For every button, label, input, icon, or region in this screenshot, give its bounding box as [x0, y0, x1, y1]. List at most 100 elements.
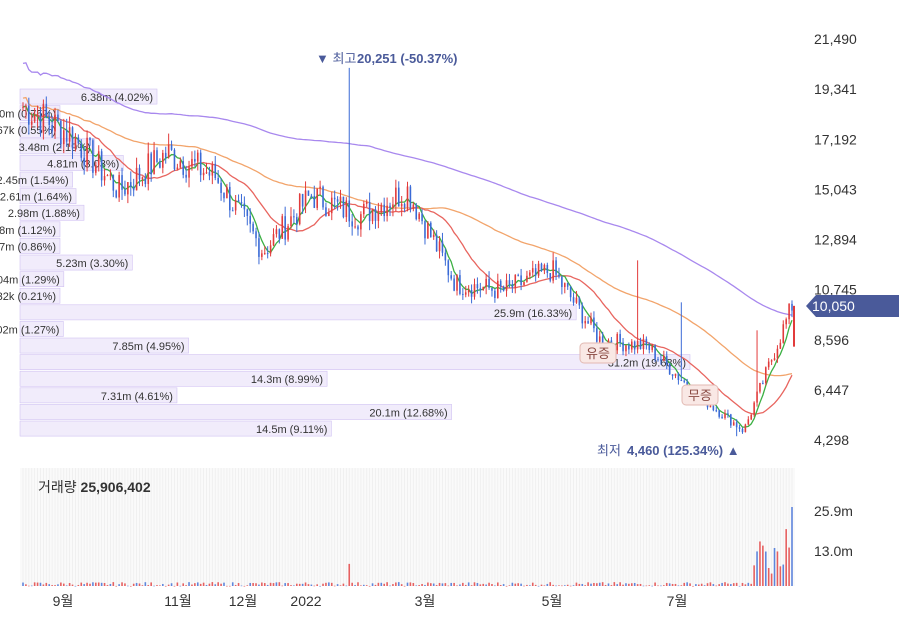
candle-body — [83, 157, 85, 166]
volume-profile-label: 2.04m (1.29%) — [0, 275, 60, 287]
candle-body — [782, 324, 785, 343]
volume-bar — [435, 585, 438, 586]
candle-body — [48, 116, 51, 126]
candle-body — [511, 284, 514, 288]
volume-bar — [601, 582, 604, 586]
candle-body — [578, 297, 581, 306]
volume-bar — [456, 585, 458, 587]
candle-body — [60, 120, 62, 145]
volume-bar — [502, 584, 505, 586]
candle-body — [199, 152, 202, 176]
candle-body — [773, 358, 776, 361]
candle-body — [572, 297, 575, 303]
volume-bar — [112, 582, 115, 586]
candle-body — [377, 212, 380, 221]
candle-body — [28, 105, 30, 125]
candle-body — [529, 272, 531, 276]
volume-bar — [205, 585, 208, 586]
volume-tick-label: 25.9m — [814, 503, 853, 519]
candle-body — [115, 190, 118, 198]
candle-body — [33, 115, 36, 122]
candle-body — [764, 367, 767, 384]
volume-profile-bar — [19, 188, 77, 205]
candle-body — [677, 373, 680, 381]
volume-profile-label: 7.85m (4.95%) — [112, 341, 184, 353]
volume-bar — [496, 582, 499, 586]
candle-body — [747, 419, 750, 425]
volume-bar — [581, 583, 584, 586]
volume-bar — [712, 584, 715, 586]
volume-bar — [430, 583, 432, 586]
volume-bar — [60, 582, 62, 586]
volume-bar — [296, 583, 298, 586]
volume-bar — [97, 582, 100, 586]
candle-body — [642, 338, 645, 350]
candle-body — [462, 293, 464, 295]
volume-profile-bar — [19, 337, 189, 354]
candle-body — [473, 284, 476, 297]
volume-bar — [249, 582, 252, 586]
volume-bar — [534, 584, 537, 586]
candle-body — [622, 342, 624, 352]
volume-bar — [159, 585, 161, 586]
volume-bar — [397, 582, 400, 586]
volume-bar — [657, 585, 659, 587]
candle-body — [491, 287, 493, 291]
candle-body — [654, 345, 656, 360]
volume-bar — [438, 582, 441, 586]
candle-body — [278, 229, 281, 239]
candle-body — [488, 278, 490, 288]
volume-bar — [668, 583, 671, 586]
volume-bar — [33, 582, 36, 586]
candle-body — [144, 177, 147, 185]
volume-bar — [610, 585, 613, 586]
candle-body — [258, 238, 260, 257]
candle-body — [418, 213, 420, 220]
price-tick-label: 17,192 — [814, 131, 857, 147]
volume-bar — [348, 563, 351, 586]
volume-bar — [54, 585, 56, 586]
candle-body — [732, 422, 735, 426]
current-price-value: 10,050 — [812, 298, 855, 314]
volume-bar — [185, 585, 187, 586]
volume-bar — [48, 584, 51, 586]
event-badge-box-1 — [579, 342, 617, 364]
candle-body — [275, 229, 278, 235]
candle-body — [351, 221, 353, 227]
candle-body — [636, 340, 639, 350]
event-badge-box-2 — [681, 384, 719, 406]
volume-bar — [182, 583, 185, 586]
volume-bar — [593, 582, 595, 586]
price-tick-label: 19,341 — [814, 81, 857, 97]
volume-bar — [499, 585, 502, 586]
volume-bar — [642, 585, 645, 587]
candle-body — [444, 252, 447, 261]
volume-bar — [328, 582, 330, 586]
candle-body — [234, 200, 237, 211]
candle-body — [738, 427, 741, 429]
volume-bar — [660, 585, 662, 587]
candle-body — [735, 422, 738, 428]
volume-bar — [427, 582, 429, 586]
candle-body — [680, 380, 683, 382]
candle-body — [214, 163, 217, 178]
candle-body — [316, 188, 319, 208]
volume-bar — [517, 583, 519, 586]
candle-body — [363, 203, 365, 215]
volume-bar — [630, 583, 633, 586]
candle-body — [77, 137, 80, 144]
volume-bar — [208, 583, 211, 586]
candle-body — [526, 275, 528, 282]
volume-bar — [392, 584, 394, 586]
volume-bar — [176, 582, 179, 586]
candle-body — [505, 280, 508, 291]
candle-body — [450, 275, 452, 279]
volume-bar — [307, 584, 310, 586]
candle-body — [625, 345, 627, 352]
candle-body — [421, 213, 423, 222]
volume-bar — [462, 582, 464, 586]
volume-profile-label: 1.20m (0.75%) — [0, 109, 56, 121]
candle-body — [103, 176, 106, 181]
volume-bar — [639, 583, 642, 586]
